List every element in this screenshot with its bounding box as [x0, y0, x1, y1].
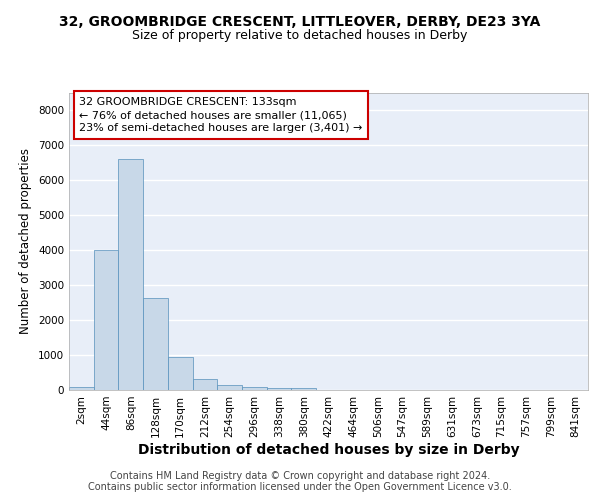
- Bar: [217, 386, 242, 390]
- Text: Contains HM Land Registry data © Crown copyright and database right 2024.
Contai: Contains HM Land Registry data © Crown c…: [88, 471, 512, 492]
- Bar: [143, 298, 168, 390]
- Y-axis label: Number of detached properties: Number of detached properties: [19, 148, 32, 334]
- X-axis label: Distribution of detached houses by size in Derby: Distribution of detached houses by size …: [137, 442, 520, 456]
- Bar: [69, 388, 94, 390]
- Bar: [118, 159, 143, 390]
- Bar: [292, 388, 316, 390]
- Text: 32, GROOMBRIDGE CRESCENT, LITTLEOVER, DERBY, DE23 3YA: 32, GROOMBRIDGE CRESCENT, LITTLEOVER, DE…: [59, 16, 541, 30]
- Bar: [94, 250, 118, 390]
- Bar: [267, 388, 292, 390]
- Bar: [168, 357, 193, 390]
- Bar: [242, 388, 267, 390]
- Text: Size of property relative to detached houses in Derby: Size of property relative to detached ho…: [133, 30, 467, 43]
- Text: 32 GROOMBRIDGE CRESCENT: 133sqm
← 76% of detached houses are smaller (11,065)
23: 32 GROOMBRIDGE CRESCENT: 133sqm ← 76% of…: [79, 97, 363, 134]
- Bar: [193, 379, 217, 390]
